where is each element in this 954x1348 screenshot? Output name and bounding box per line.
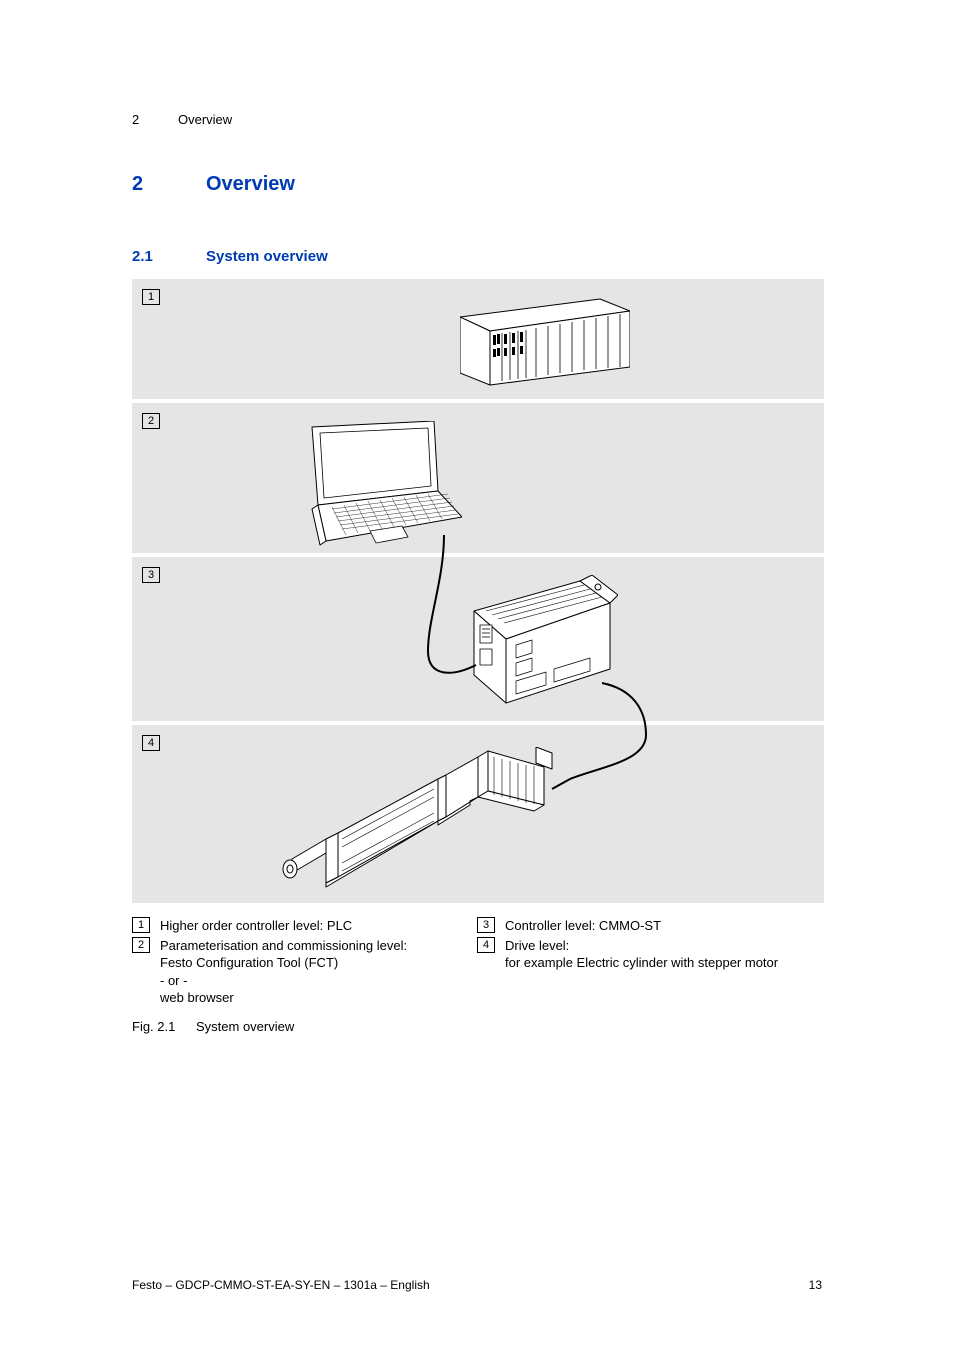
chapter-text: Overview	[206, 173, 295, 195]
legend-right-column: 3 Controller level: CMMO-ST 4 Drive leve…	[477, 917, 822, 1009]
legend-text-2-line3: - or -	[160, 972, 467, 990]
drive-icon	[278, 747, 588, 902]
legend-text-4-line2: for example Electric cylinder with stepp…	[505, 954, 812, 972]
laptop-icon	[262, 421, 462, 554]
figure-legend: 1 Higher order controller level: PLC 2 P…	[132, 917, 822, 1009]
section-text: System overview	[206, 248, 328, 265]
footer-left: Festo – GDCP-CMMO-ST-EA-SY-EN – 1301a – …	[132, 1278, 430, 1292]
legend-text-3: Controller level: CMMO-ST	[505, 917, 822, 935]
legend-item-4: 4 Drive level: for example Electric cyli…	[477, 937, 822, 972]
legend-num-4: 4	[477, 937, 495, 953]
legend-left-column: 1 Higher order controller level: PLC 2 P…	[132, 917, 477, 1009]
legend-item-2: 2 Parameterisation and commissioning lev…	[132, 937, 477, 1007]
legend-num-3: 3	[477, 917, 495, 933]
figure-caption: Fig. 2.1System overview	[132, 1019, 822, 1034]
callout-3: 3	[142, 567, 160, 583]
legend-num-1: 1	[132, 917, 150, 933]
running-head-num: 2	[132, 112, 178, 127]
legend-text-2-line2: Festo Configuration Tool (FCT)	[160, 954, 467, 972]
controller-icon	[462, 575, 618, 716]
figure-band-1: 1	[132, 279, 824, 399]
page-footer: Festo – GDCP-CMMO-ST-EA-SY-EN – 1301a – …	[132, 1278, 822, 1292]
section-title: 2.1System overview	[132, 248, 822, 265]
running-head-text: Overview	[178, 112, 232, 127]
legend-text-4: Drive level: for example Electric cylind…	[505, 937, 822, 972]
chapter-number: 2	[132, 173, 206, 196]
callout-2: 2	[142, 413, 160, 429]
legend-item-1: 1 Higher order controller level: PLC	[132, 917, 477, 935]
legend-text-2: Parameterisation and commissioning level…	[160, 937, 477, 1007]
callout-1: 1	[142, 289, 160, 305]
callout-4: 4	[142, 735, 160, 751]
figure-caption-text: System overview	[196, 1019, 294, 1034]
chapter-title: 2Overview	[132, 173, 822, 196]
legend-text-2-line1: Parameterisation and commissioning level…	[160, 937, 467, 955]
figure-band-4: 4	[132, 725, 824, 903]
system-overview-figure: 1	[132, 279, 824, 903]
footer-pagenum: 13	[809, 1278, 822, 1292]
legend-item-3: 3 Controller level: CMMO-ST	[477, 917, 822, 935]
legend-text-4-line1: Drive level:	[505, 937, 812, 955]
legend-text-1: Higher order controller level: PLC	[160, 917, 477, 935]
plc-icon	[460, 293, 630, 392]
legend-text-2-line4: web browser	[160, 989, 467, 1007]
figure-caption-label: Fig. 2.1	[132, 1019, 196, 1034]
figure-band-2: 2	[132, 403, 824, 553]
running-head: 2Overview	[132, 112, 822, 127]
legend-num-2: 2	[132, 937, 150, 953]
figure-band-3: 3	[132, 557, 824, 721]
section-number: 2.1	[132, 248, 206, 265]
